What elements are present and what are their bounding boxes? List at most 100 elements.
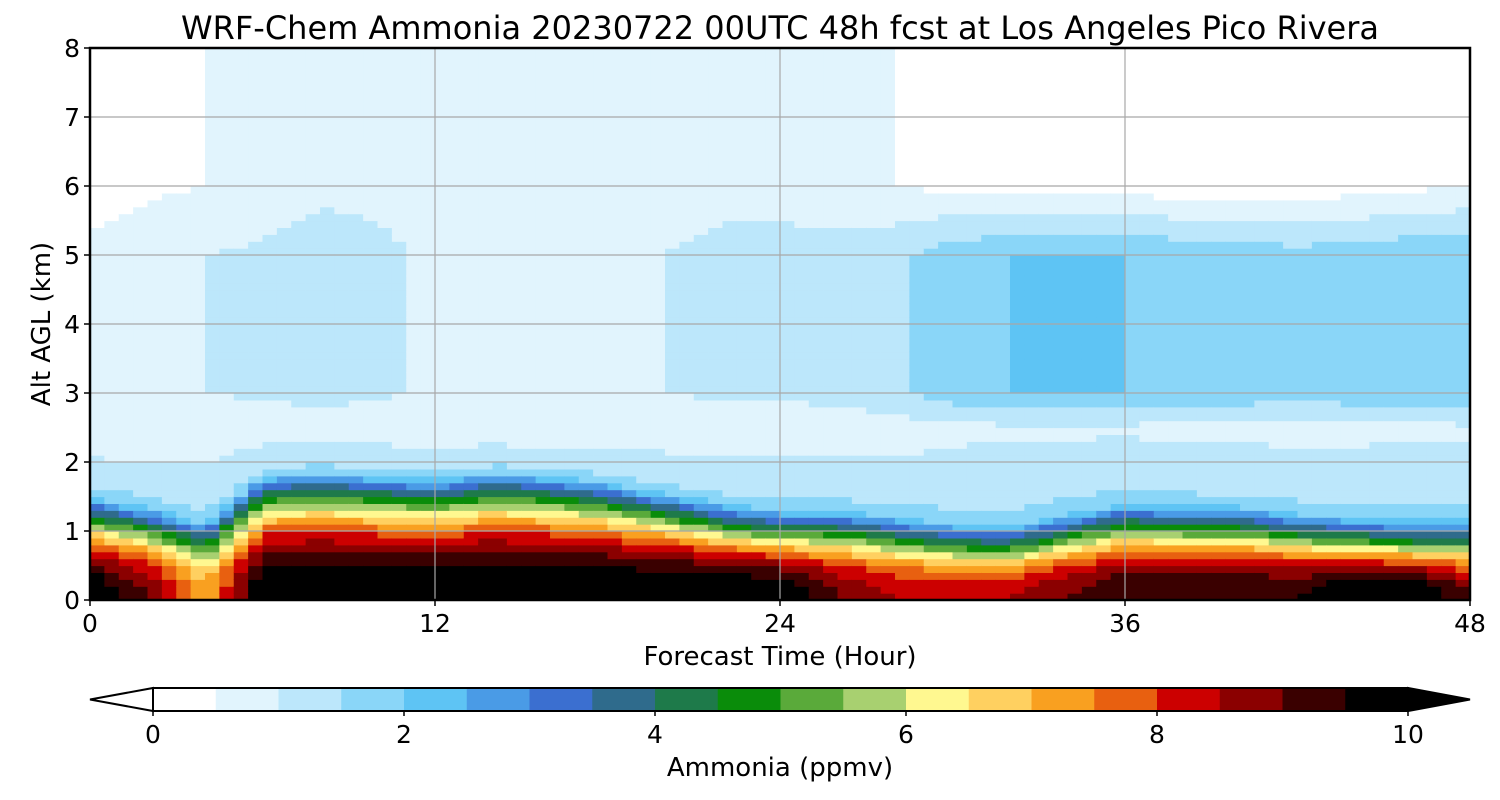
heatmap-cell xyxy=(463,558,479,567)
heatmap-cell xyxy=(276,186,292,194)
heatmap-cell xyxy=(478,220,494,228)
heatmap-cell xyxy=(219,468,235,477)
heatmap-cell xyxy=(506,317,522,325)
heatmap-cell xyxy=(233,303,249,311)
heatmap-cell xyxy=(118,261,134,270)
heatmap-cell xyxy=(636,544,652,553)
heatmap-cell xyxy=(90,551,105,560)
heatmap-cell xyxy=(391,572,407,580)
heatmap-cell xyxy=(492,227,508,235)
heatmap-cell xyxy=(147,475,163,484)
heatmap-cell xyxy=(406,213,422,222)
heatmap-cell xyxy=(938,234,954,242)
heatmap-cell xyxy=(363,241,379,249)
heatmap-cell xyxy=(478,192,494,201)
heatmap-cell xyxy=(161,544,177,553)
heatmap-cell xyxy=(550,441,565,449)
heatmap-cell xyxy=(291,282,307,291)
heatmap-cell xyxy=(780,303,795,311)
heatmap-cell xyxy=(90,261,105,270)
heatmap-cell xyxy=(406,255,422,263)
heatmap-cell xyxy=(679,303,695,311)
heatmap-cell xyxy=(593,75,609,84)
heatmap-cell xyxy=(161,510,177,518)
heatmap-cell xyxy=(607,510,623,518)
heatmap-cell xyxy=(276,351,292,360)
heatmap-cell xyxy=(463,565,479,573)
heatmap-cell xyxy=(506,434,522,442)
heatmap-cell xyxy=(880,337,896,346)
heatmap-cell xyxy=(722,365,738,373)
heatmap-cell xyxy=(334,337,350,346)
heatmap-cell xyxy=(348,441,364,449)
heatmap-cell xyxy=(320,330,335,339)
heatmap-cell xyxy=(636,213,652,222)
heatmap-cell xyxy=(736,551,752,560)
heatmap-cell xyxy=(895,179,910,187)
heatmap-cell xyxy=(535,544,551,553)
heatmap-cell xyxy=(866,68,882,77)
heatmap-cell xyxy=(320,531,335,539)
heatmap-cell xyxy=(334,75,350,84)
heatmap-cell xyxy=(363,475,379,484)
heatmap-cell xyxy=(621,137,637,146)
heatmap-cell xyxy=(679,579,695,587)
heatmap-cell xyxy=(823,261,839,270)
heatmap-cell xyxy=(909,358,925,366)
heatmap-cell xyxy=(492,144,508,153)
heatmap-cell xyxy=(334,227,350,235)
heatmap-cell xyxy=(276,234,292,242)
heatmap-cell xyxy=(276,503,292,511)
heatmap-cell xyxy=(736,123,752,132)
heatmap-cell xyxy=(161,123,177,132)
heatmap-cell xyxy=(248,517,264,525)
heatmap-cell xyxy=(492,565,508,573)
heatmap-cell xyxy=(478,393,494,401)
heatmap-cell xyxy=(966,261,982,270)
heatmap-cell xyxy=(190,172,206,180)
heatmap-cell xyxy=(305,282,321,291)
heatmap-cell xyxy=(693,420,709,429)
heatmap-cell xyxy=(837,406,853,415)
heatmap-cell xyxy=(593,344,609,353)
heatmap-cell xyxy=(966,399,982,408)
heatmap-cell xyxy=(550,351,565,360)
heatmap-cell xyxy=(161,261,177,270)
heatmap-cell xyxy=(118,489,134,498)
heatmap-cell xyxy=(722,413,738,422)
heatmap-cell xyxy=(650,572,666,580)
heatmap-cell xyxy=(665,110,680,118)
heatmap-cell xyxy=(248,151,264,159)
heatmap-cell xyxy=(679,54,695,63)
heatmap-cell xyxy=(420,372,436,380)
heatmap-cell xyxy=(334,593,350,600)
heatmap-cell xyxy=(406,330,422,339)
heatmap-cell xyxy=(377,192,393,201)
heatmap-cell xyxy=(636,310,652,318)
heatmap-cell xyxy=(334,324,350,332)
heatmap-cell xyxy=(535,517,551,525)
heatmap-cell xyxy=(291,268,307,277)
heatmap-cell xyxy=(952,89,968,97)
heatmap-cell xyxy=(607,482,623,491)
heatmap-cell xyxy=(506,386,522,394)
heatmap-cell xyxy=(708,68,724,77)
heatmap-cell xyxy=(808,172,824,180)
heatmap-cell xyxy=(607,220,623,228)
heatmap-cell xyxy=(736,158,752,166)
heatmap-cell xyxy=(578,123,594,132)
heatmap-cell xyxy=(564,241,580,249)
heatmap-cell xyxy=(837,337,853,346)
heatmap-cell xyxy=(161,110,177,118)
heatmap-cell xyxy=(176,268,192,277)
heatmap-cell xyxy=(693,75,709,84)
heatmap-cell xyxy=(909,110,925,118)
heatmap-cell xyxy=(722,192,738,201)
heatmap-cell xyxy=(90,351,105,360)
heatmap-cell xyxy=(895,503,910,511)
heatmap-cell xyxy=(176,248,192,256)
heatmap-cell xyxy=(578,82,594,90)
heatmap-cell xyxy=(736,330,752,339)
heatmap-cell xyxy=(966,579,982,587)
heatmap-cell xyxy=(708,75,724,84)
